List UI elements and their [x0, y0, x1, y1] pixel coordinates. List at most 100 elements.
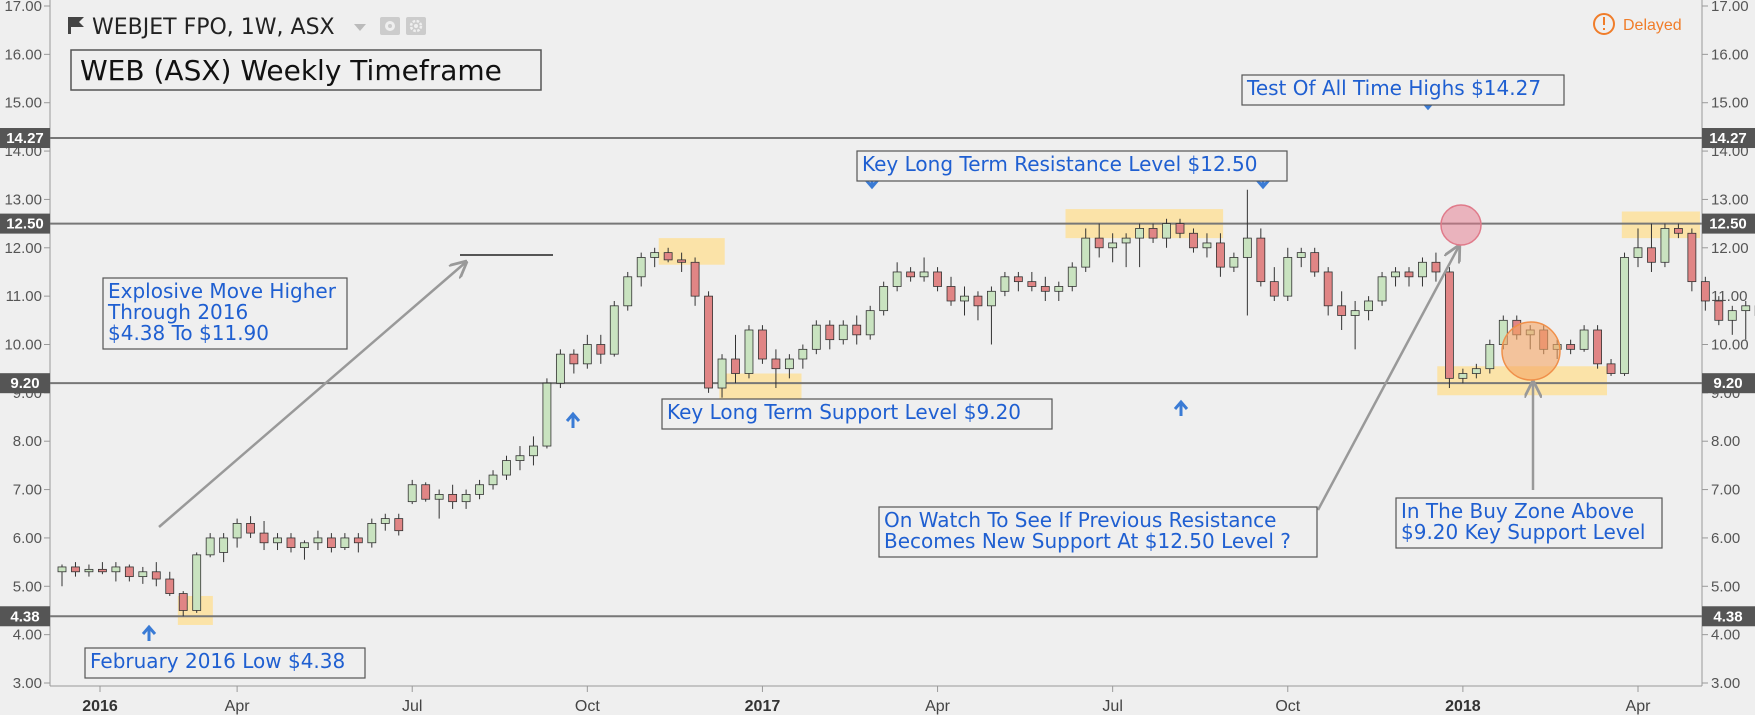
annotation-support: Key Long Term Support Level $9.20 — [661, 398, 1053, 430]
candle-body-down — [677, 259, 687, 263]
candle-body-down — [771, 358, 781, 370]
alert-circle-icon — [1593, 13, 1615, 35]
candle-body-down — [731, 358, 740, 374]
candle-body-up — [205, 537, 215, 556]
candle — [448, 484, 458, 509]
candle — [1647, 223, 1656, 272]
candle — [1121, 233, 1131, 268]
candle — [636, 252, 646, 287]
candle-body-down — [1216, 242, 1225, 268]
candle — [623, 271, 633, 311]
candle-body-up — [555, 353, 565, 384]
annotation-box — [1395, 497, 1663, 549]
level-tag — [0, 213, 50, 234]
candle — [1620, 252, 1629, 376]
candle — [1418, 257, 1427, 287]
gear-icon[interactable] — [406, 17, 426, 35]
candle-body-down — [1714, 300, 1724, 321]
candle — [1242, 189, 1252, 316]
candle-body-up — [300, 542, 309, 548]
candle — [1700, 276, 1710, 311]
candle — [461, 489, 471, 509]
candle-body-up — [57, 566, 67, 573]
candle — [663, 247, 673, 263]
y-tick-label: 6.00 — [1711, 530, 1740, 547]
candle-body-up — [1727, 310, 1737, 321]
level-tag — [0, 128, 50, 149]
candle-body-down — [1040, 286, 1050, 292]
candle — [1660, 223, 1670, 268]
candle-body-up — [1741, 305, 1751, 312]
y-tick-label: 7.00 — [1711, 482, 1740, 499]
candle-body-up — [1283, 257, 1293, 297]
y-tick-label: 12.00 — [1711, 240, 1749, 257]
level-tag-label: 12.50 — [1709, 216, 1747, 233]
chart-title-box: WEB (ASX) Weekly Timeframe — [70, 49, 542, 91]
candle-body-down — [906, 271, 916, 278]
candle — [1727, 305, 1737, 335]
candle-body-up — [1485, 344, 1495, 370]
level-tag — [1702, 606, 1755, 627]
candle-body-up — [407, 484, 417, 503]
candle-body-up — [609, 305, 619, 355]
y-tick-label: 11.00 — [6, 288, 42, 305]
candle — [650, 247, 660, 268]
annotation-box — [878, 506, 1318, 558]
candle-body-up — [1067, 266, 1077, 287]
annotation-boxes: February 2016 Low $4.38 Explosive Move Hi… — [84, 74, 1663, 679]
candle — [232, 518, 242, 548]
blue-arrow-icon — [1173, 399, 1189, 416]
candle-body-down — [569, 353, 579, 365]
candle-body-down — [1337, 305, 1347, 316]
annotation-box — [856, 150, 1288, 182]
annotation-text: $4.38 To $11.90 — [108, 321, 269, 345]
candle-body-up — [1229, 257, 1239, 268]
candle — [1027, 271, 1037, 292]
candle-body-down — [421, 484, 431, 500]
candle — [138, 566, 148, 584]
y-tick-label: 10.00 — [4, 337, 42, 354]
y-tick-label: 15.00 — [1711, 95, 1749, 112]
candle-body-down — [98, 568, 107, 573]
candle — [178, 591, 188, 617]
candle-body-down — [1027, 281, 1037, 287]
candle — [1000, 271, 1010, 297]
candle-body-up — [340, 537, 350, 549]
chevron-down-icon[interactable] — [354, 24, 366, 31]
candle-body-down — [286, 537, 296, 549]
candle-body-down — [259, 532, 269, 544]
candle-body-up — [1660, 228, 1670, 263]
candle — [219, 533, 229, 563]
eye-icon[interactable] — [380, 17, 400, 35]
candle — [1337, 291, 1347, 330]
candle — [569, 349, 579, 374]
candle-body-up — [1054, 286, 1064, 292]
y-tick-label: 17.00 — [4, 0, 42, 15]
annotation-text: On Watch To See If Previous Resistance — [884, 508, 1276, 532]
candle — [744, 325, 754, 379]
candle — [596, 334, 606, 364]
level-tag — [1702, 213, 1755, 234]
candle — [273, 533, 282, 551]
candle — [1189, 228, 1198, 253]
x-tick-label: Oct — [1275, 698, 1300, 715]
candle — [771, 349, 781, 389]
y-tick-label: 7.00 — [13, 482, 42, 499]
blue-arrow-head — [864, 179, 880, 190]
candle-body-up — [1135, 228, 1144, 239]
candle — [286, 533, 296, 553]
candle — [1283, 247, 1293, 301]
candle — [98, 562, 107, 575]
annotation-text: Through 2016 — [107, 300, 248, 324]
highlight-zone — [658, 238, 725, 265]
candle-body-up — [1202, 242, 1212, 249]
candle — [1687, 228, 1697, 292]
candle-body-up — [1108, 242, 1118, 249]
delayed-status[interactable]: Delayed — [1593, 13, 1682, 35]
candle-body-down — [946, 286, 956, 302]
symbol-header[interactable]: WEBJET FPO, 1W, ASX — [68, 15, 426, 40]
candle — [946, 276, 956, 306]
